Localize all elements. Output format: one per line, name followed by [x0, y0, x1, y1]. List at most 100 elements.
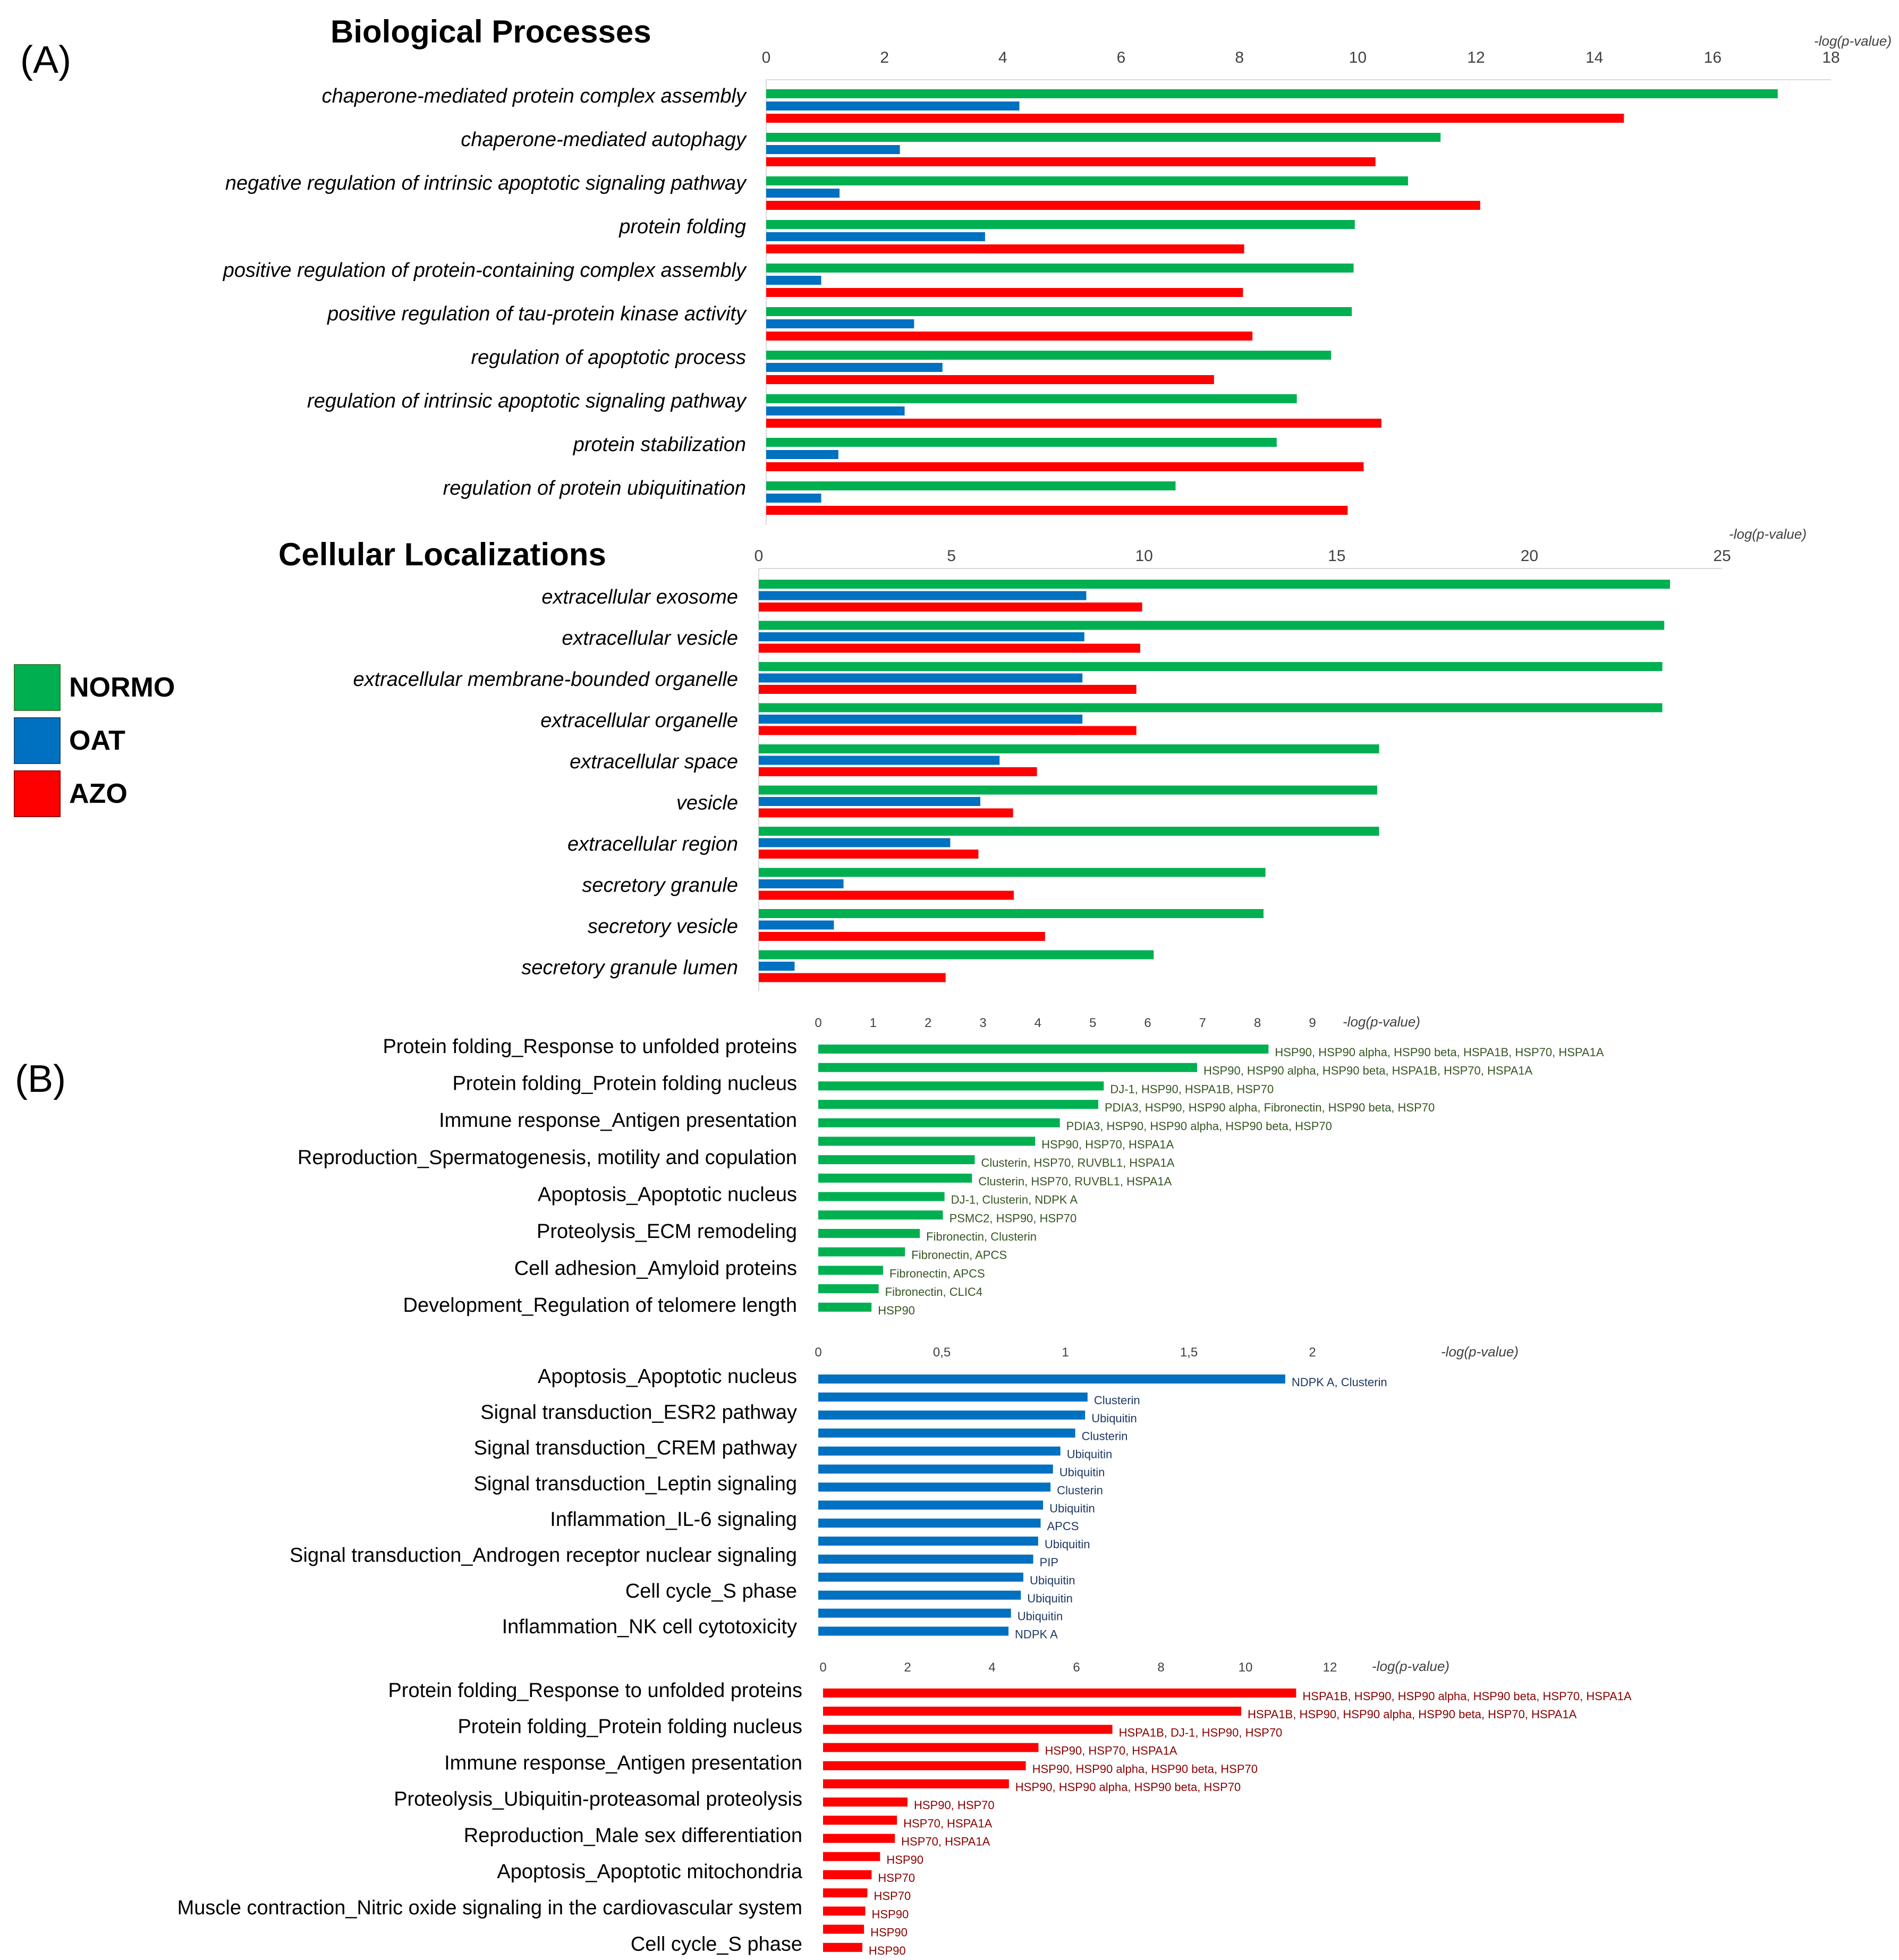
bar-oat — [766, 450, 838, 459]
category-label: protein stabilization — [573, 434, 746, 456]
category-label: chaperone-mediated protein complex assem… — [322, 85, 747, 107]
x-tick-label: 0 — [815, 1345, 821, 1360]
bar — [818, 1081, 1104, 1091]
category-label: Reproduction_Spermatogenesis, motility a… — [298, 1147, 797, 1169]
bar-azo — [759, 643, 1140, 653]
data-label: HSPA1B, HSP90, HSP90 alpha, HSP90 beta, … — [1248, 1708, 1577, 1721]
bar — [823, 1906, 866, 1916]
data-label: HSP90, HSP90 alpha, HSP90 beta, HSPA1B, … — [1275, 1046, 1604, 1059]
panel-label-b: (B) — [15, 1058, 66, 1100]
x-tick-label: 8 — [1157, 1660, 1164, 1675]
bar — [818, 1392, 1088, 1402]
bar-oat — [766, 406, 905, 415]
bar — [818, 1572, 1023, 1582]
bar — [823, 1761, 1026, 1770]
bar-oat — [759, 591, 1087, 600]
category-label: vesicle — [676, 792, 738, 814]
x-tick-label: 0 — [819, 1660, 826, 1675]
chart-title: Cellular Localizations — [278, 537, 606, 572]
chart-title: Biological Processes — [330, 14, 651, 49]
x-tick-label: 14 — [1586, 49, 1603, 66]
bar-azo — [766, 201, 1480, 210]
data-label: Ubiquitin — [1045, 1538, 1090, 1551]
category-label: Inflammation_IL-6 signaling — [550, 1508, 797, 1531]
bar-normo — [759, 744, 1379, 753]
data-label: APCS — [1047, 1520, 1079, 1533]
x-tick-label: 15 — [1328, 547, 1345, 565]
data-label: Fibronectin, APCS — [889, 1267, 985, 1280]
x-tick-label: 5 — [947, 547, 956, 565]
data-label: Clusterin — [1057, 1483, 1103, 1497]
legend-label-normo: NORMO — [69, 672, 175, 703]
bar-azo — [766, 288, 1243, 297]
bar-azo — [759, 685, 1137, 694]
category-label: Cell cycle_S phase — [625, 1580, 797, 1602]
bar-oat — [766, 276, 821, 285]
category-label: positive regulation of protein-containin… — [223, 259, 747, 282]
x-tick-label: 10 — [1135, 547, 1153, 565]
data-label: PDIA3, HSP90, HSP90 alpha, HSP90 beta, H… — [1066, 1119, 1332, 1133]
bar-azo — [759, 808, 1013, 818]
bar — [818, 1410, 1086, 1420]
x-axis-title: -log(p-value) — [1729, 526, 1807, 542]
x-tick-label: 8 — [1235, 49, 1244, 66]
category-label: Cell cycle_S phase — [631, 1933, 802, 1955]
x-tick-label: 2 — [880, 49, 889, 66]
data-label: HSP90, HSP70, HSPA1A — [1045, 1744, 1177, 1758]
category-label: secretory granule — [582, 875, 738, 897]
bar — [823, 1815, 897, 1825]
bar-normo — [766, 264, 1354, 273]
data-label: PIP — [1040, 1556, 1058, 1569]
bar-oat — [766, 319, 914, 328]
bar-normo — [766, 394, 1297, 403]
x-axis-title: -log(p-value) — [1441, 1344, 1519, 1360]
bar-oat — [766, 232, 985, 241]
bar — [823, 1888, 868, 1898]
category-label: extracellular vesicle — [562, 627, 738, 650]
bar — [818, 1500, 1044, 1510]
bar-azo — [759, 973, 946, 982]
data-label: Clusterin, HSP70, RUVBL1, HSPA1A — [981, 1156, 1175, 1169]
x-tick-label: 10 — [1239, 1660, 1253, 1675]
x-tick-label: 12 — [1467, 49, 1485, 66]
data-label: Fibronectin, CLIC4 — [885, 1285, 982, 1299]
x-tick-label: 1,5 — [1180, 1345, 1198, 1360]
bar-azo — [759, 726, 1137, 735]
category-label: Inflammation_NK cell cytotoxicity — [502, 1616, 797, 1638]
bar-normo — [759, 868, 1266, 877]
bar-oat — [759, 962, 795, 971]
bar — [818, 1118, 1060, 1127]
legend-swatch-oat — [14, 717, 61, 764]
x-tick-label: 0 — [762, 49, 771, 66]
bar-normo — [766, 307, 1352, 316]
category-label: Protein folding_Protein folding nucleus — [457, 1716, 802, 1738]
bar — [818, 1284, 879, 1294]
chart-b_oat: 0 0,5 1 1,5 2 -log(p-value) Apoptosis_Apoptoti… — [290, 1344, 1519, 1641]
data-label: Ubiquitin — [1030, 1574, 1075, 1587]
legend-label-azo: AZO — [69, 778, 128, 809]
bar-azo — [766, 375, 1214, 384]
category-label: Cell adhesion_Amyloid proteins — [514, 1258, 797, 1280]
category-label: Signal transduction_CREM pathway — [474, 1437, 797, 1460]
bar — [818, 1446, 1061, 1456]
bar — [823, 1707, 1242, 1716]
bar-azo — [766, 506, 1348, 515]
x-tick-label: 3 — [979, 1016, 986, 1030]
category-label: Apoptosis_Apoptotic nucleus — [538, 1183, 797, 1206]
data-label: HSP70 — [874, 1889, 911, 1903]
data-label: Ubiquitin — [1091, 1412, 1137, 1425]
x-tick-label: 6 — [1073, 1660, 1080, 1675]
bar-normo — [766, 89, 1778, 98]
bar-oat — [759, 797, 980, 806]
bar — [823, 1852, 880, 1861]
category-label: Protein folding_Response to unfolded pro… — [383, 1036, 797, 1058]
legend: NORMO OAT AZO — [14, 664, 184, 824]
chart-bp: Biological Processes 0 2 4 6 8 10 12 14 16 18-log(… — [223, 14, 1892, 525]
category-label: Immune response_Antigen presentation — [444, 1752, 802, 1774]
data-label: HSP70, HSPA1A — [901, 1835, 990, 1848]
category-label: Proteolysis_ECM remodeling — [537, 1220, 797, 1243]
bar-oat — [759, 673, 1083, 683]
x-tick-label: 2 — [904, 1660, 911, 1675]
x-tick-label: 16 — [1704, 49, 1722, 66]
